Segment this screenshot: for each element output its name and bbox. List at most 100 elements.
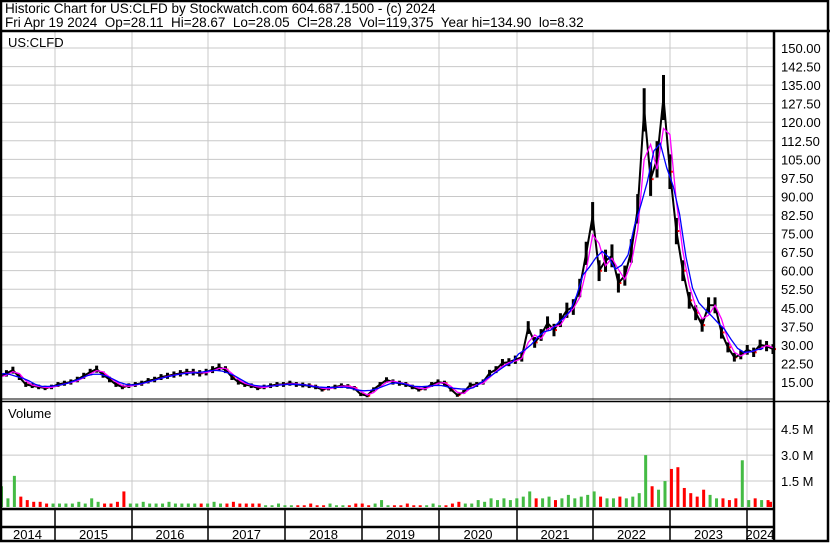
- year-label: 2017: [232, 527, 261, 542]
- down-tick-marker: [104, 373, 107, 376]
- volume-bar: [45, 503, 49, 507]
- volume-bar: [96, 501, 100, 507]
- price-tick-label: 127.50: [781, 97, 821, 112]
- price-tick-label: 30.00: [781, 338, 814, 353]
- volume-bar: [463, 503, 467, 507]
- down-tick-marker: [683, 269, 686, 272]
- volume-bar: [496, 500, 500, 507]
- volume-bar: [51, 503, 55, 507]
- volume-bar: [650, 486, 654, 507]
- year-label: 2018: [309, 527, 338, 542]
- price-tick-label: 75.00: [781, 227, 814, 242]
- volume-bar: [676, 467, 680, 507]
- volume-bar: [476, 500, 480, 507]
- volume-bar: [309, 503, 313, 507]
- volume-bar: [32, 501, 36, 507]
- volume-bar: [747, 500, 751, 507]
- volume-bar: [663, 481, 667, 507]
- volume-bar: [521, 496, 525, 507]
- volume-bar: [579, 496, 583, 507]
- price-tick-label: 120.00: [781, 115, 821, 130]
- volume-bar: [6, 498, 10, 507]
- volume-bar: [38, 501, 42, 507]
- volume-bar: [347, 505, 351, 507]
- price-tick-label: 22.50: [781, 356, 814, 371]
- volume-bar: [302, 505, 306, 507]
- volume-bar: [199, 503, 203, 507]
- volume-bar: [637, 493, 641, 507]
- volume-bar: [128, 503, 132, 507]
- volume-bar: [225, 503, 229, 507]
- volume-bar: [682, 487, 686, 507]
- volume-bar: [669, 468, 673, 507]
- volume-bar: [418, 505, 422, 507]
- volume-bar: [489, 498, 493, 507]
- down-tick-marker: [368, 394, 371, 397]
- volume-bar: [257, 503, 261, 507]
- volume-bar: [695, 496, 699, 507]
- volume-bar: [592, 491, 596, 507]
- volume-bar: [444, 505, 448, 507]
- volume-bar: [109, 503, 113, 507]
- volume-bar: [769, 501, 772, 507]
- volume-bar: [392, 505, 396, 507]
- volume-bar: [553, 500, 557, 507]
- volume-bar: [766, 500, 770, 507]
- volume-bar: [373, 503, 377, 507]
- volume-bar: [573, 498, 577, 507]
- price-tick-label: 112.50: [781, 134, 820, 149]
- year-label: 2023: [694, 527, 723, 542]
- chart-title: Historic Chart for US:CLFD by Stockwatch…: [5, 1, 436, 16]
- volume-bar: [605, 498, 609, 507]
- down-tick-marker: [670, 170, 673, 173]
- down-tick-marker: [619, 282, 622, 285]
- volume-bar: [508, 500, 512, 507]
- volume-bar: [412, 505, 416, 507]
- volume-bar: [360, 503, 364, 507]
- long-moving-average-line: [0, 142, 764, 392]
- volume-tick-label: 3.0 M: [781, 448, 814, 463]
- volume-bar: [721, 498, 725, 507]
- volume-bar: [425, 505, 429, 507]
- volume-bar: [438, 505, 442, 507]
- volume-bar: [25, 500, 29, 507]
- volume-bar: [122, 491, 126, 507]
- symbol-label: US:CLFD: [8, 35, 64, 50]
- down-tick-marker: [722, 331, 725, 334]
- volume-bar: [167, 501, 171, 507]
- year-label: 2016: [156, 527, 185, 542]
- price-tick-label: 67.50: [781, 245, 814, 260]
- price-tick-label: 135.00: [781, 78, 821, 93]
- volume-bar: [193, 503, 197, 507]
- year-label: 2014: [13, 527, 42, 542]
- price-tick-label: 60.00: [781, 264, 814, 279]
- down-tick-marker: [754, 351, 757, 354]
- volume-bar: [212, 501, 216, 507]
- price-tick-label: 90.00: [781, 189, 814, 204]
- volume-bar: [12, 475, 16, 507]
- down-tick-marker: [232, 376, 235, 379]
- volume-bar: [270, 505, 274, 507]
- year-label: 2020: [464, 527, 493, 542]
- year-label: 2022: [617, 527, 646, 542]
- volume-bar: [547, 496, 551, 507]
- volume-bar: [251, 503, 255, 507]
- volume-bar: [186, 503, 190, 507]
- volume-bar: [135, 503, 139, 507]
- price-tick-label: 142.50: [781, 60, 821, 75]
- short-moving-average-line: [0, 127, 774, 396]
- down-tick-marker: [690, 299, 693, 302]
- volume-bar: [457, 501, 461, 507]
- down-tick-marker: [110, 378, 113, 381]
- volume-bar: [386, 505, 390, 507]
- volume-bar: [244, 503, 248, 507]
- volume-bar: [328, 503, 332, 507]
- volume-bar: [618, 496, 622, 507]
- volume-tick-label: 4.5 M: [781, 422, 814, 437]
- down-tick-marker: [451, 388, 454, 391]
- volume-bar: [148, 503, 152, 507]
- price-tick-label: 37.50: [781, 319, 814, 334]
- volume-bar: [231, 501, 235, 507]
